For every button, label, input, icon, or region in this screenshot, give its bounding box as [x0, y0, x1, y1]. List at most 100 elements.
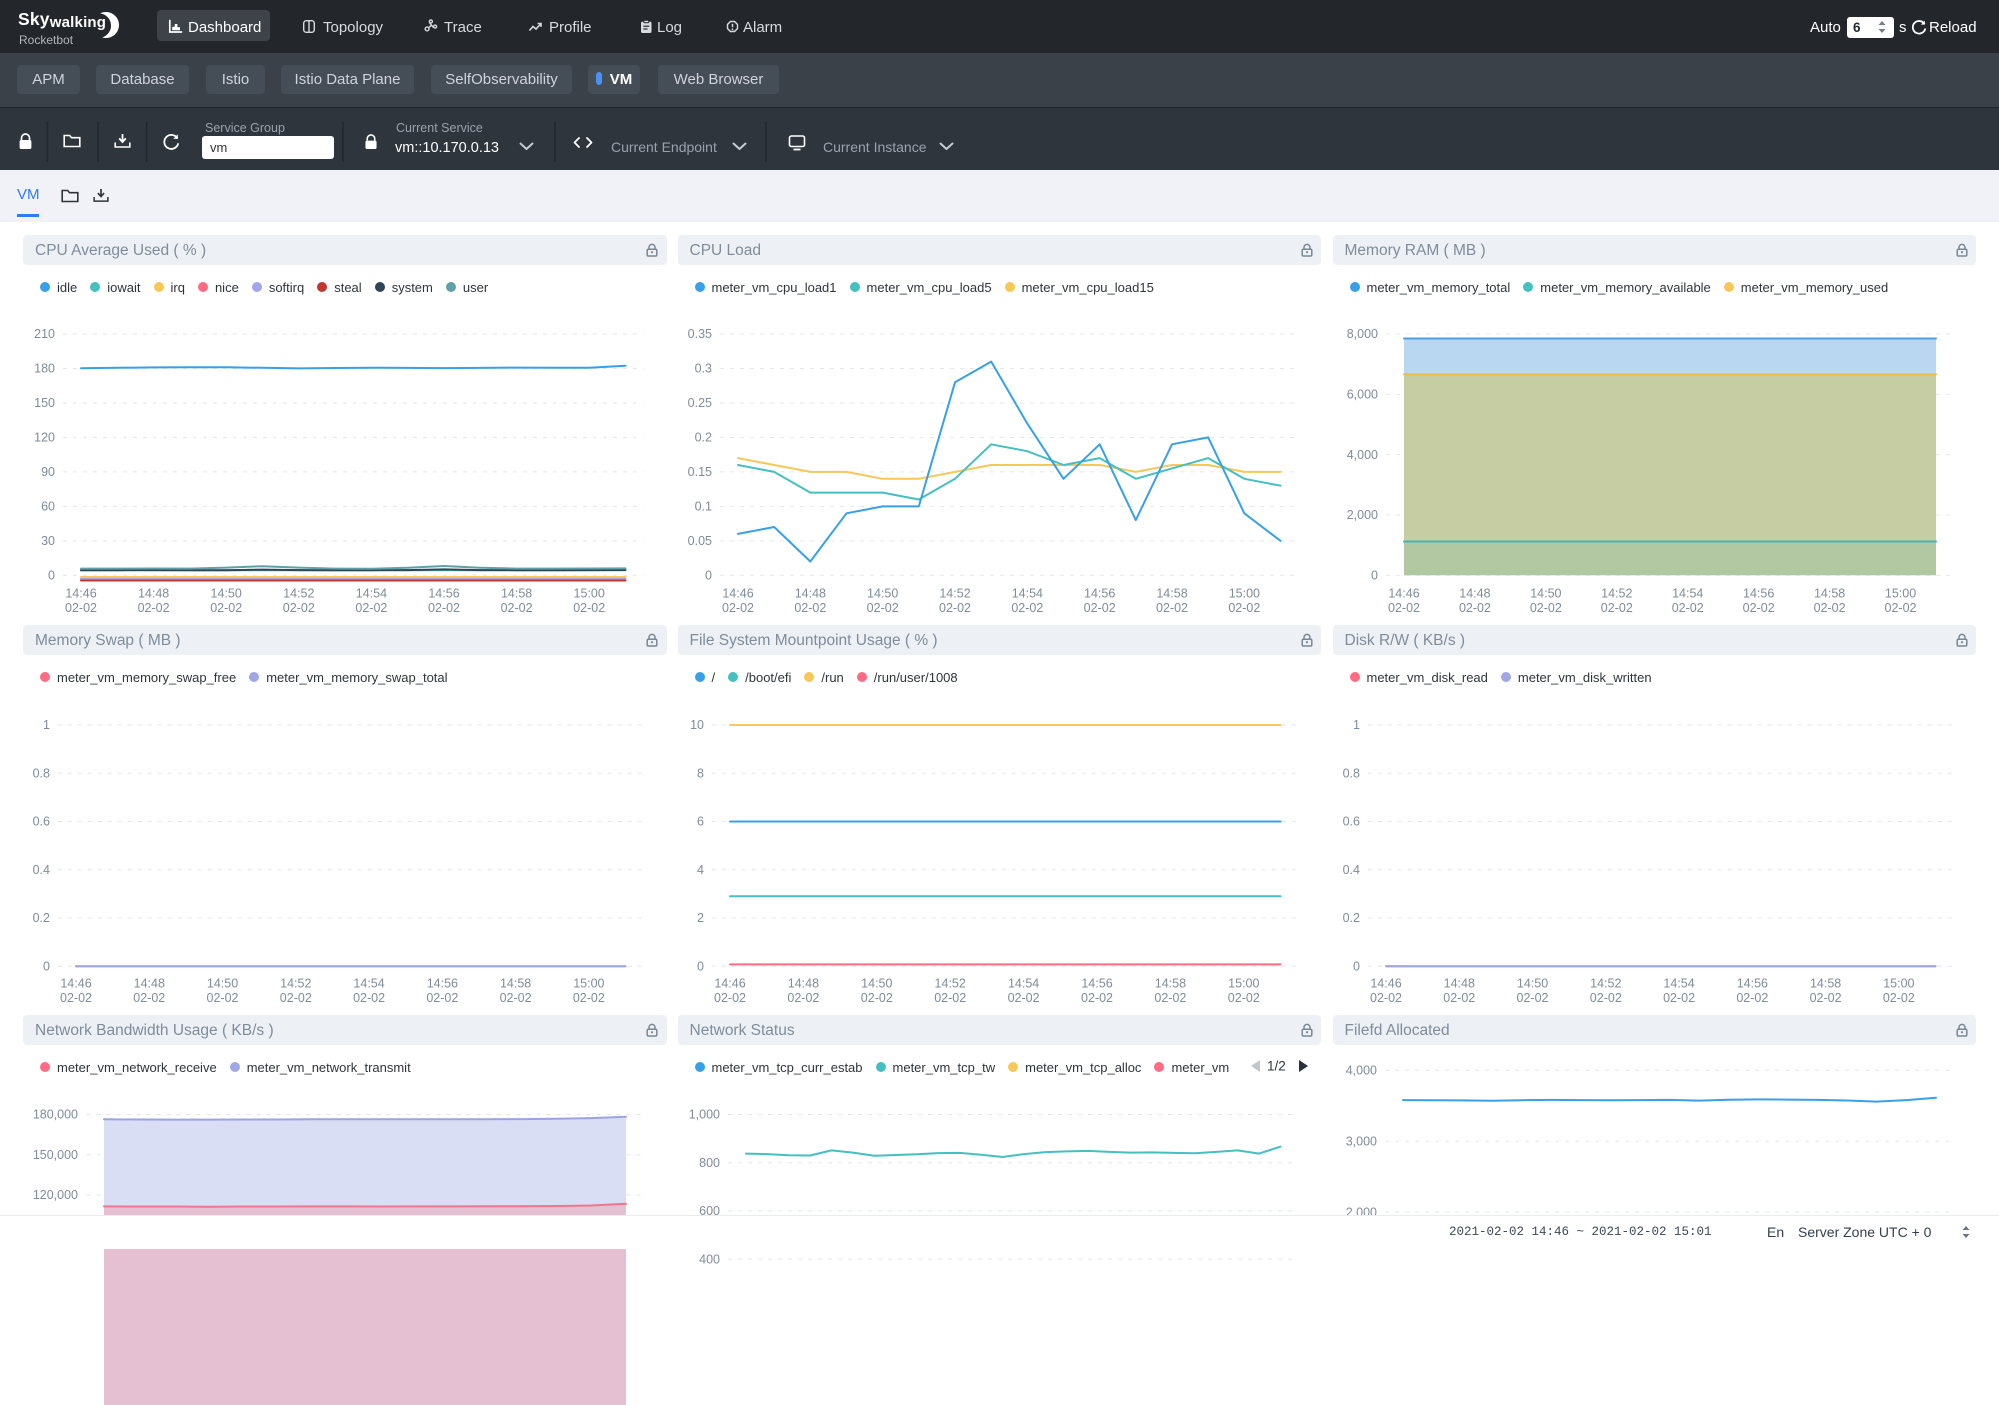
svg-text:14:54: 14:54: [1007, 977, 1038, 991]
svg-text:60: 60: [41, 500, 55, 514]
svg-text:02-02: 02-02: [1882, 991, 1914, 1005]
svg-text:0: 0: [43, 959, 50, 973]
svg-text:02-02: 02-02: [794, 601, 826, 615]
svg-text:120: 120: [34, 431, 55, 445]
svg-text:14:48: 14:48: [1459, 587, 1490, 601]
svg-text:14:52: 14:52: [934, 977, 965, 991]
svg-text:02-02: 02-02: [1083, 601, 1115, 615]
svg-text:14:50: 14:50: [211, 587, 242, 601]
svg-text:0.1: 0.1: [694, 500, 711, 514]
svg-text:14:54: 14:54: [1663, 977, 1694, 991]
svg-text:150: 150: [34, 396, 55, 410]
svg-text:14:56: 14:56: [1736, 977, 1767, 991]
svg-text:15:00: 15:00: [1883, 977, 1914, 991]
svg-text:3,000: 3,000: [1345, 1134, 1376, 1148]
svg-text:02-02: 02-02: [722, 601, 754, 615]
svg-text:14:54: 14:54: [353, 977, 384, 991]
svg-text:02-02: 02-02: [1884, 601, 1916, 615]
svg-text:02-02: 02-02: [1370, 991, 1402, 1005]
svg-text:14:48: 14:48: [138, 587, 169, 601]
svg-text:14:52: 14:52: [1590, 977, 1621, 991]
svg-text:02-02: 02-02: [1600, 601, 1632, 615]
svg-text:02-02: 02-02: [1154, 991, 1186, 1005]
svg-text:15:00: 15:00: [573, 977, 604, 991]
svg-text:14:50: 14:50: [861, 977, 892, 991]
svg-text:02-02: 02-02: [573, 601, 605, 615]
svg-text:02-02: 02-02: [1443, 991, 1475, 1005]
svg-text:02-02: 02-02: [500, 991, 532, 1005]
svg-text:0: 0: [697, 959, 704, 973]
svg-text:120,000: 120,000: [33, 1188, 78, 1202]
svg-text:0: 0: [705, 568, 712, 582]
svg-text:30: 30: [41, 534, 55, 548]
svg-text:0.2: 0.2: [694, 431, 711, 445]
svg-text:14:58: 14:58: [1809, 977, 1840, 991]
svg-text:90: 90: [41, 465, 55, 479]
svg-text:1: 1: [1353, 718, 1360, 732]
svg-text:02-02: 02-02: [1156, 601, 1188, 615]
svg-text:14:52: 14:52: [283, 587, 314, 601]
svg-text:14:58: 14:58: [501, 587, 532, 601]
svg-text:02-02: 02-02: [1663, 991, 1695, 1005]
svg-text:02-02: 02-02: [280, 991, 312, 1005]
svg-text:14:48: 14:48: [787, 977, 818, 991]
svg-text:2,000: 2,000: [1346, 508, 1377, 522]
svg-text:15:00: 15:00: [574, 587, 605, 601]
svg-text:14:58: 14:58: [1156, 587, 1187, 601]
svg-text:02-02: 02-02: [1742, 601, 1774, 615]
svg-text:14:50: 14:50: [867, 587, 898, 601]
svg-text:02-02: 02-02: [1671, 601, 1703, 615]
svg-text:02-02: 02-02: [1011, 601, 1043, 615]
svg-text:02-02: 02-02: [1809, 991, 1841, 1005]
svg-text:14:54: 14:54: [1011, 587, 1042, 601]
svg-text:15:00: 15:00: [1228, 977, 1259, 991]
svg-text:6,000: 6,000: [1346, 388, 1377, 402]
svg-text:02-02: 02-02: [283, 601, 315, 615]
svg-text:0.4: 0.4: [33, 863, 50, 877]
svg-text:180: 180: [34, 362, 55, 376]
svg-text:150,000: 150,000: [33, 1148, 78, 1162]
svg-text:14:54: 14:54: [1672, 587, 1703, 601]
svg-text:14:58: 14:58: [1813, 587, 1844, 601]
svg-text:14:54: 14:54: [356, 587, 387, 601]
svg-text:02-02: 02-02: [133, 991, 165, 1005]
svg-text:14:46: 14:46: [714, 977, 745, 991]
svg-text:400: 400: [699, 1252, 720, 1266]
svg-text:0.8: 0.8: [1342, 766, 1359, 780]
svg-text:02-02: 02-02: [1007, 991, 1039, 1005]
svg-text:02-02: 02-02: [1458, 601, 1490, 615]
svg-text:02-02: 02-02: [355, 601, 387, 615]
svg-text:14:46: 14:46: [1370, 977, 1401, 991]
svg-text:14:46: 14:46: [60, 977, 91, 991]
svg-text:14:56: 14:56: [1084, 587, 1115, 601]
svg-text:02-02: 02-02: [353, 991, 385, 1005]
svg-text:2: 2: [697, 911, 704, 925]
svg-text:14:52: 14:52: [939, 587, 970, 601]
svg-text:02-02: 02-02: [860, 991, 892, 1005]
svg-text:0.3: 0.3: [694, 362, 711, 376]
svg-text:02-02: 02-02: [1388, 601, 1420, 615]
svg-text:02-02: 02-02: [1589, 991, 1621, 1005]
svg-text:0.35: 0.35: [687, 327, 711, 341]
svg-text:15:00: 15:00: [1228, 587, 1259, 601]
svg-text:8,000: 8,000: [1346, 327, 1377, 341]
svg-text:02-02: 02-02: [934, 991, 966, 1005]
svg-text:02-02: 02-02: [210, 601, 242, 615]
svg-text:4,000: 4,000: [1345, 1064, 1376, 1078]
svg-text:14:52: 14:52: [1601, 587, 1632, 601]
svg-text:02-02: 02-02: [1227, 991, 1259, 1005]
svg-text:0.6: 0.6: [33, 815, 50, 829]
svg-text:14:56: 14:56: [1743, 587, 1774, 601]
svg-text:10: 10: [690, 718, 704, 732]
svg-text:02-02: 02-02: [1813, 601, 1845, 615]
svg-text:14:52: 14:52: [280, 977, 311, 991]
svg-text:1,000: 1,000: [688, 1108, 719, 1122]
svg-text:02-02: 02-02: [1516, 991, 1548, 1005]
svg-text:02-02: 02-02: [428, 601, 460, 615]
svg-text:1/2: 1/2: [1267, 1059, 1286, 1074]
svg-text:14:58: 14:58: [500, 977, 531, 991]
svg-text:0.8: 0.8: [33, 766, 50, 780]
svg-text:0: 0: [48, 568, 55, 582]
svg-text:15:00: 15:00: [1884, 587, 1915, 601]
svg-text:14:50: 14:50: [207, 977, 238, 991]
